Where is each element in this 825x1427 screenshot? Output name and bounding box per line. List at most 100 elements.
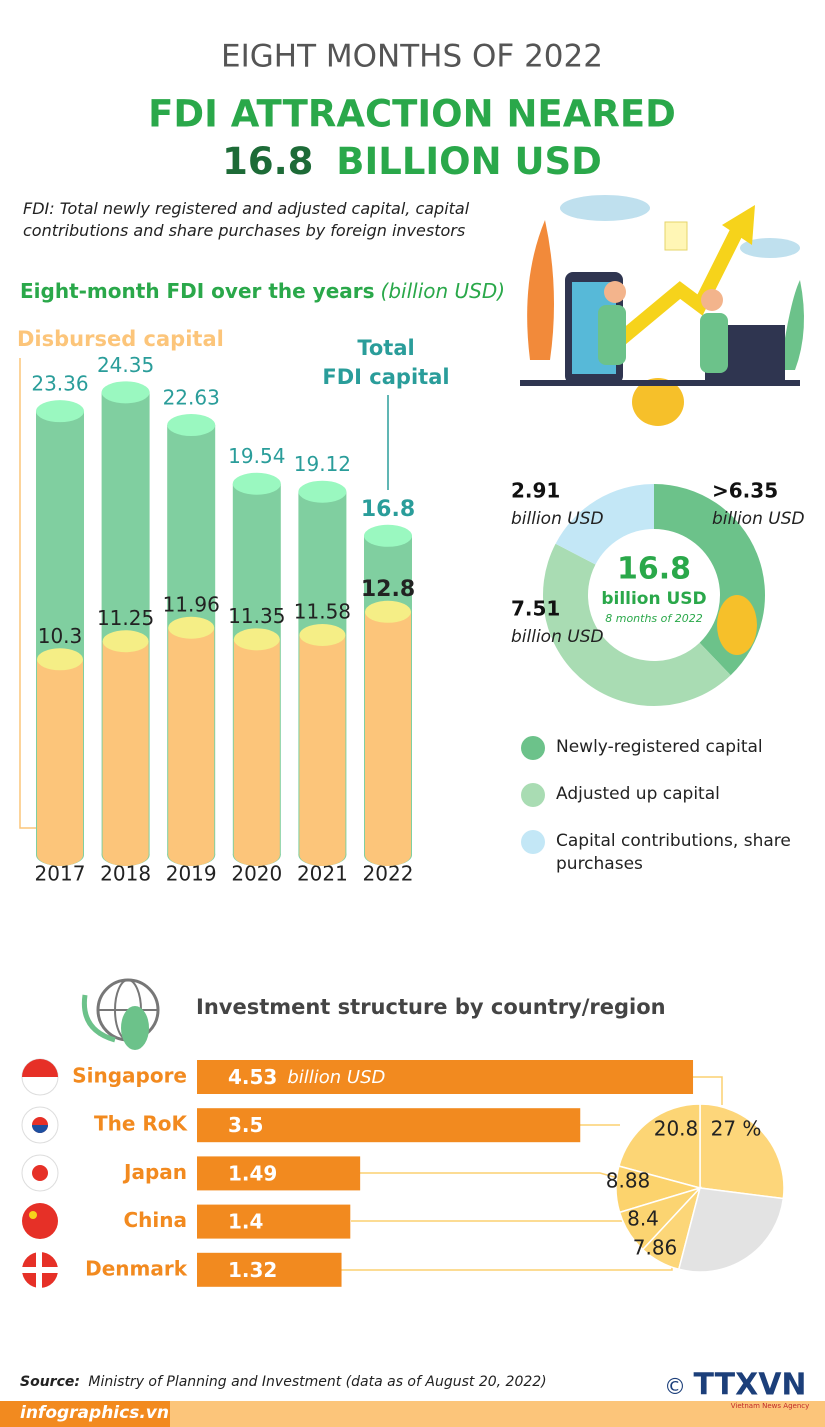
footer-block <box>0 1401 170 1427</box>
legend-label: Newly-registered capital <box>556 737 763 757</box>
legend-swatch <box>521 783 545 807</box>
pie-slice <box>699 1103 785 1200</box>
category-label: Denmark <box>85 1256 188 1280</box>
value-label: 11.25 <box>97 606 154 630</box>
value-unit: billion USD <box>287 1067 385 1088</box>
bar <box>168 627 215 855</box>
source: Source: Ministry of Planning and Investm… <box>20 1374 547 1390</box>
bar <box>197 1156 361 1191</box>
center-note: 8 months of 2022 <box>605 612 703 625</box>
value-label: 12.8 <box>361 577 415 602</box>
bar <box>37 659 83 855</box>
bar-top <box>167 414 216 437</box>
value-label: 1.49 <box>228 1161 277 1185</box>
value-label: 19.54 <box>228 444 285 468</box>
bar <box>233 639 280 855</box>
kicker: EIGHT MONTHS OF 2022 <box>221 39 603 75</box>
copyright: © <box>664 1375 686 1400</box>
globe-icon <box>81 978 160 1050</box>
pie-slice <box>677 1187 785 1273</box>
title-line2: 16.8 BILLION USD <box>222 140 602 183</box>
bar <box>365 611 411 855</box>
bar-top <box>365 600 411 623</box>
bar-top <box>299 623 346 646</box>
bar <box>197 1252 342 1287</box>
chart-title: Eight-month FDI over the years (billion U… <box>20 279 505 303</box>
chart-title: Investment structure by country/region <box>196 995 666 1019</box>
bar-top <box>37 648 83 671</box>
series-label: Disbursed capital <box>17 327 224 351</box>
bar <box>197 1060 694 1094</box>
bar-base <box>233 844 280 866</box>
value-label: 11.58 <box>294 599 351 623</box>
value-label: >6.35 <box>712 479 778 503</box>
value-label: 10.3 <box>38 624 83 648</box>
source-label: Source: <box>20 1374 80 1390</box>
bar-top <box>102 630 149 653</box>
logo: TTXVN <box>693 1368 806 1403</box>
coin-icon <box>717 595 757 655</box>
chart-subtitle: (billion USD) <box>381 279 506 303</box>
donut-slice <box>543 543 731 706</box>
value-label: 11.96 <box>163 592 220 616</box>
value-label: 1.32 <box>228 1257 277 1281</box>
center-unit: billion USD <box>601 589 706 609</box>
value-unit: billion USD <box>511 627 604 647</box>
legend-label: Adjusted up capital <box>556 784 720 804</box>
value-number: 1.49 <box>228 1161 277 1185</box>
value-number: 3.5 <box>228 1113 263 1137</box>
title-value: 16.8 <box>222 140 313 183</box>
legend-swatch <box>521 736 545 760</box>
flags <box>21 1058 59 1288</box>
bar-base <box>299 844 346 866</box>
series-label-line: Total <box>357 336 414 360</box>
category-label: Singapore <box>72 1064 187 1088</box>
category-label: China <box>123 1208 187 1232</box>
title-rest: BILLION USD <box>336 140 602 183</box>
chart-title-text: Eight-month FDI over the years <box>20 279 375 303</box>
footer: infographics.vn <box>20 1403 169 1423</box>
legend-swatch <box>521 830 545 854</box>
bar <box>102 641 149 855</box>
value-label: 22.63 <box>163 386 220 410</box>
value-label: 8.4 <box>627 1207 659 1231</box>
title: FDI ATTRACTION NEARED <box>148 93 676 136</box>
donut-slice <box>555 484 654 565</box>
value-number: 1.4 <box>228 1209 263 1233</box>
series-label-line: FDI capital <box>322 365 449 389</box>
legend-label: Capital contributions, share purchases <box>556 831 791 874</box>
value-label: 8.88 <box>606 1169 651 1193</box>
value-label: 23.36 <box>31 372 88 396</box>
value-label: 2.91 <box>511 479 560 503</box>
bar <box>197 1108 581 1143</box>
value-label: 16.8 <box>361 497 415 522</box>
bar-base <box>168 844 215 866</box>
value-label: 7.51 <box>511 597 560 621</box>
bar-top <box>101 381 150 404</box>
bar-top <box>364 524 412 547</box>
bar <box>299 634 346 855</box>
value-label: 3.5 <box>228 1113 263 1137</box>
logo-sub: Vietnam News Agency <box>731 1402 810 1410</box>
value-label: 27 % <box>711 1117 762 1141</box>
category-label: Japan <box>122 1160 187 1184</box>
illustration <box>520 195 804 426</box>
center-value: 16.8 <box>617 552 691 587</box>
value-unit: billion USD <box>511 509 604 529</box>
bar-base <box>37 844 83 866</box>
bar-top <box>36 400 84 423</box>
value-unit: billion USD <box>712 509 805 529</box>
pie-slice <box>617 1103 701 1189</box>
value-label: 24.35 <box>97 353 154 377</box>
value-label: 20.8 <box>654 1117 699 1141</box>
bar-top <box>298 480 347 503</box>
bar-base <box>102 844 149 866</box>
series-label: Total FDI capital <box>322 336 449 389</box>
value-label: 7.86 <box>633 1236 678 1260</box>
note: FDI: Total newly registered and adjusted… <box>23 199 470 240</box>
source-text: Ministry of Planning and Investment (dat… <box>88 1374 546 1390</box>
value-number: 4.53 <box>228 1065 277 1089</box>
bar-top <box>232 472 281 495</box>
